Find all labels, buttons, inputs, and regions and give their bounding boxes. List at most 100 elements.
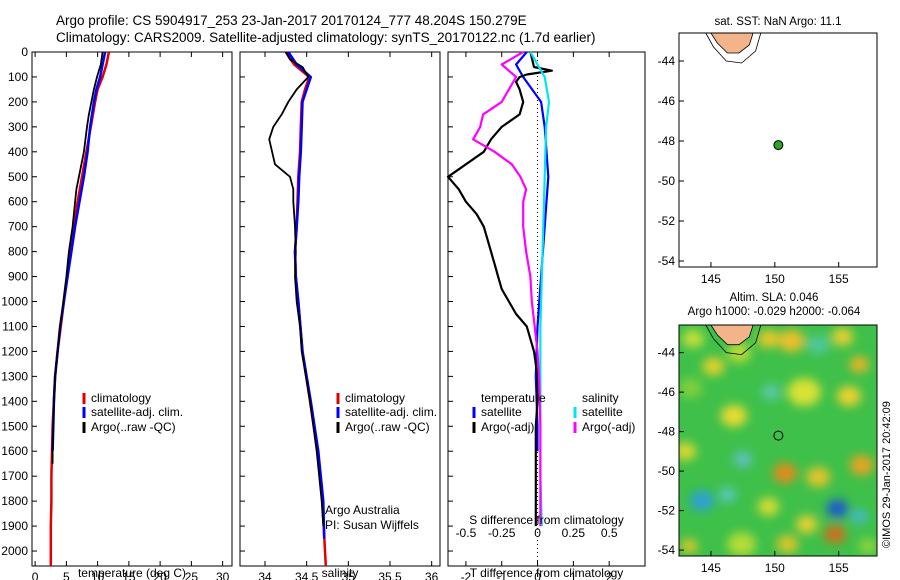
temperature-legend-argo: Argo(..raw -QC) [91, 420, 176, 434]
difference_profile-xtick-label: -2 [461, 570, 472, 580]
salinity-legend-climatology: climatology [345, 391, 405, 405]
difference_profile-xtick-label: 2 [606, 570, 613, 580]
temperature_profile-xtick-label: 30 [216, 570, 230, 580]
temperature_profile-ytick-label: 1900 [1, 519, 28, 533]
salinity-annotation-2: PI: Susan Wijffels [325, 518, 419, 532]
sst_map-ytick-label: -50 [658, 174, 676, 188]
sst-map-contour [705, 32, 762, 64]
temperature_profile-ytick-label: 500 [8, 170, 28, 184]
difference_profile-xtick-label: 1 [570, 570, 577, 580]
temperature_profile-ytick-label: 600 [8, 195, 28, 209]
temperature_profile-xtick-label: 0 [32, 570, 39, 580]
temperature_profile-ytick-label: 200 [8, 95, 28, 109]
sla_map-ytick-label: -50 [658, 464, 676, 478]
temperature_profile-xtick-label: 10 [91, 570, 105, 580]
sst_map-ytick-label: -54 [658, 254, 676, 268]
sla-map-title-1: Altim. SLA: 0.046 [730, 292, 819, 304]
sla-field-blob [849, 356, 869, 373]
sla-map-float-marker [773, 430, 784, 441]
sla-field-blob [757, 329, 780, 348]
sla-field-blob [761, 384, 781, 401]
difference_profile-xlabel: T difference from climatology [470, 566, 624, 580]
sst_map-xtick-label: 155 [829, 272, 849, 286]
temperature_profile-ytick-label: 2000 [1, 544, 28, 558]
salinity_profile-frame [239, 51, 441, 567]
sla-field-blob [787, 378, 821, 407]
temperature_profile-ytick-label: 1800 [1, 494, 28, 508]
difference-top-tick-label: 0 [534, 526, 541, 540]
title-line-2: Climatology: CARS2009. Satellite-adjuste… [56, 30, 596, 45]
sla-field-blob [806, 467, 831, 488]
sla_map-frame [678, 324, 878, 557]
temperature_profile-ytick-label: 700 [8, 220, 28, 234]
sla_map-xtick-label: 150 [765, 561, 785, 575]
difference-top-tick-label: 0.5 [601, 526, 618, 540]
sla-field-blob [689, 490, 714, 511]
sla_map-ytick-label: -54 [658, 543, 676, 557]
sst_map-xtick-label: 145 [701, 272, 721, 286]
sst-map-title: sat. SST: NaN Argo: 11.1 [715, 16, 842, 28]
temperature_profile-ytick-label: 1100 [2, 319, 28, 333]
credit-text: ©IMOS 29-Jan-2017 20:42:09 [881, 401, 893, 548]
difference-legend-temperature-title: temperature [481, 391, 546, 405]
temperature_profile-xtick-label: 15 [122, 570, 136, 580]
sla-field-blob [720, 404, 748, 427]
sla-field-blob [858, 538, 877, 555]
sla-map-land [710, 325, 754, 346]
sla_map-xtick-label: 155 [829, 561, 849, 575]
temperature_profile-ytick-label: 1600 [1, 444, 28, 458]
salinity_profile-xtick-label: 35 [342, 570, 356, 580]
temperature_profile-xtick-label: 5 [63, 570, 70, 580]
temperature_profile-frame [31, 51, 233, 567]
sst-map-float-marker [773, 140, 784, 151]
difference-legend-temp-satellite: satellite [481, 405, 522, 419]
temperature_profile-ytick-label: 1000 [1, 295, 28, 309]
sla-field-blob [719, 487, 736, 502]
temperature_profile-xlabel: temperature (deg C) [78, 566, 186, 580]
sla-field-blob [850, 509, 868, 524]
temperature_profile-ytick-label: 1400 [1, 394, 28, 408]
salinity_profile-xtick-label: 34 [258, 570, 272, 580]
sla-field-blob [807, 335, 830, 354]
sla-field-blob [680, 539, 698, 554]
sla-field-blob [702, 357, 725, 376]
temperature_profile-ytick-label: 400 [8, 145, 28, 159]
difference-legend-temp-argo: Argo(-adj) [481, 420, 534, 434]
salinity-annotation-1: Argo Australia [325, 503, 400, 517]
sla-field-blob [826, 499, 849, 518]
sla-map-title-2: Argo h1000: -0.029 h2000: -0.064 [688, 306, 861, 318]
temperature-legend-climatology: climatology [91, 391, 151, 405]
sla_map-xtick-label: 145 [701, 561, 721, 575]
sla-heatmap [679, 325, 877, 556]
temperature_profile-ytick-label: 1200 [1, 344, 28, 358]
temperature_profile-xtick-label: 25 [185, 570, 199, 580]
sst_map-ytick-label: -48 [658, 134, 676, 148]
sla_map-ytick-label: -48 [658, 425, 676, 439]
temperature_profile-ytick-label: 0 [21, 45, 28, 59]
sla-field-blob [824, 525, 846, 544]
difference_profile-xtick-label: -1 [496, 570, 507, 580]
difference-line-argo_S [472, 51, 542, 527]
temperature-line-argo [51, 51, 104, 464]
salinity-line-sat [287, 51, 326, 539]
temperature_profile-ytick-label: 1500 [1, 419, 28, 433]
salinity_profile-xtick-label: 35.5 [378, 570, 402, 580]
sla-field-blob [727, 342, 752, 363]
difference-legend-sal-satellite: satellite [582, 405, 623, 419]
temperature_profile-ytick-label: 1300 [1, 369, 28, 383]
difference-top-axis-label: S difference from climatology [469, 513, 624, 527]
difference-top-tick-label: 0.25 [562, 526, 586, 540]
salinity_profile-xlabel: salinity [322, 566, 359, 580]
title-line-1: Argo profile: CS 5904917_253 23-Jan-2017… [56, 13, 527, 28]
sla-field-blob [773, 463, 798, 484]
sla_map-ytick-label: -46 [658, 385, 676, 399]
sla-field-blob [778, 329, 805, 352]
sst_map-ytick-label: -52 [658, 214, 676, 228]
sla-field-blob [679, 378, 703, 399]
difference-top-tick-label: -0.25 [488, 526, 516, 540]
salinity_profile-xtick-label: 34.5 [295, 570, 319, 580]
sla-field-blob [831, 327, 854, 346]
sla_map-ytick-label: -52 [658, 504, 676, 518]
sst_map-ytick-label: -46 [658, 94, 676, 108]
